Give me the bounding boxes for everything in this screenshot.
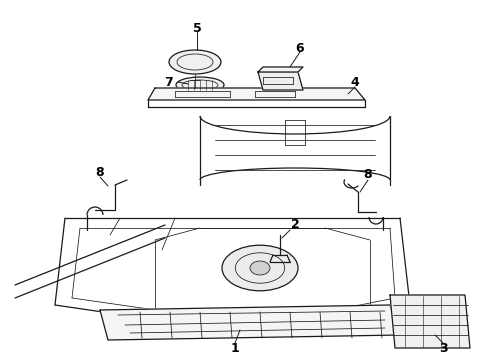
Ellipse shape: [316, 91, 344, 97]
Text: 3: 3: [439, 342, 447, 355]
Polygon shape: [258, 67, 303, 72]
Text: 8: 8: [96, 166, 104, 179]
Text: 2: 2: [291, 219, 299, 231]
Ellipse shape: [169, 50, 221, 74]
Text: 5: 5: [193, 22, 201, 35]
Text: 6: 6: [295, 41, 304, 54]
Text: 8: 8: [364, 168, 372, 181]
Text: 7: 7: [164, 76, 172, 89]
Text: 1: 1: [231, 342, 240, 355]
Polygon shape: [390, 295, 470, 348]
Ellipse shape: [180, 90, 220, 98]
Polygon shape: [148, 88, 365, 100]
Ellipse shape: [176, 77, 224, 93]
Ellipse shape: [250, 261, 270, 275]
Polygon shape: [100, 305, 400, 340]
Ellipse shape: [420, 312, 440, 328]
Ellipse shape: [259, 91, 291, 97]
Ellipse shape: [222, 245, 298, 291]
Text: 4: 4: [351, 76, 359, 89]
Polygon shape: [258, 72, 303, 90]
